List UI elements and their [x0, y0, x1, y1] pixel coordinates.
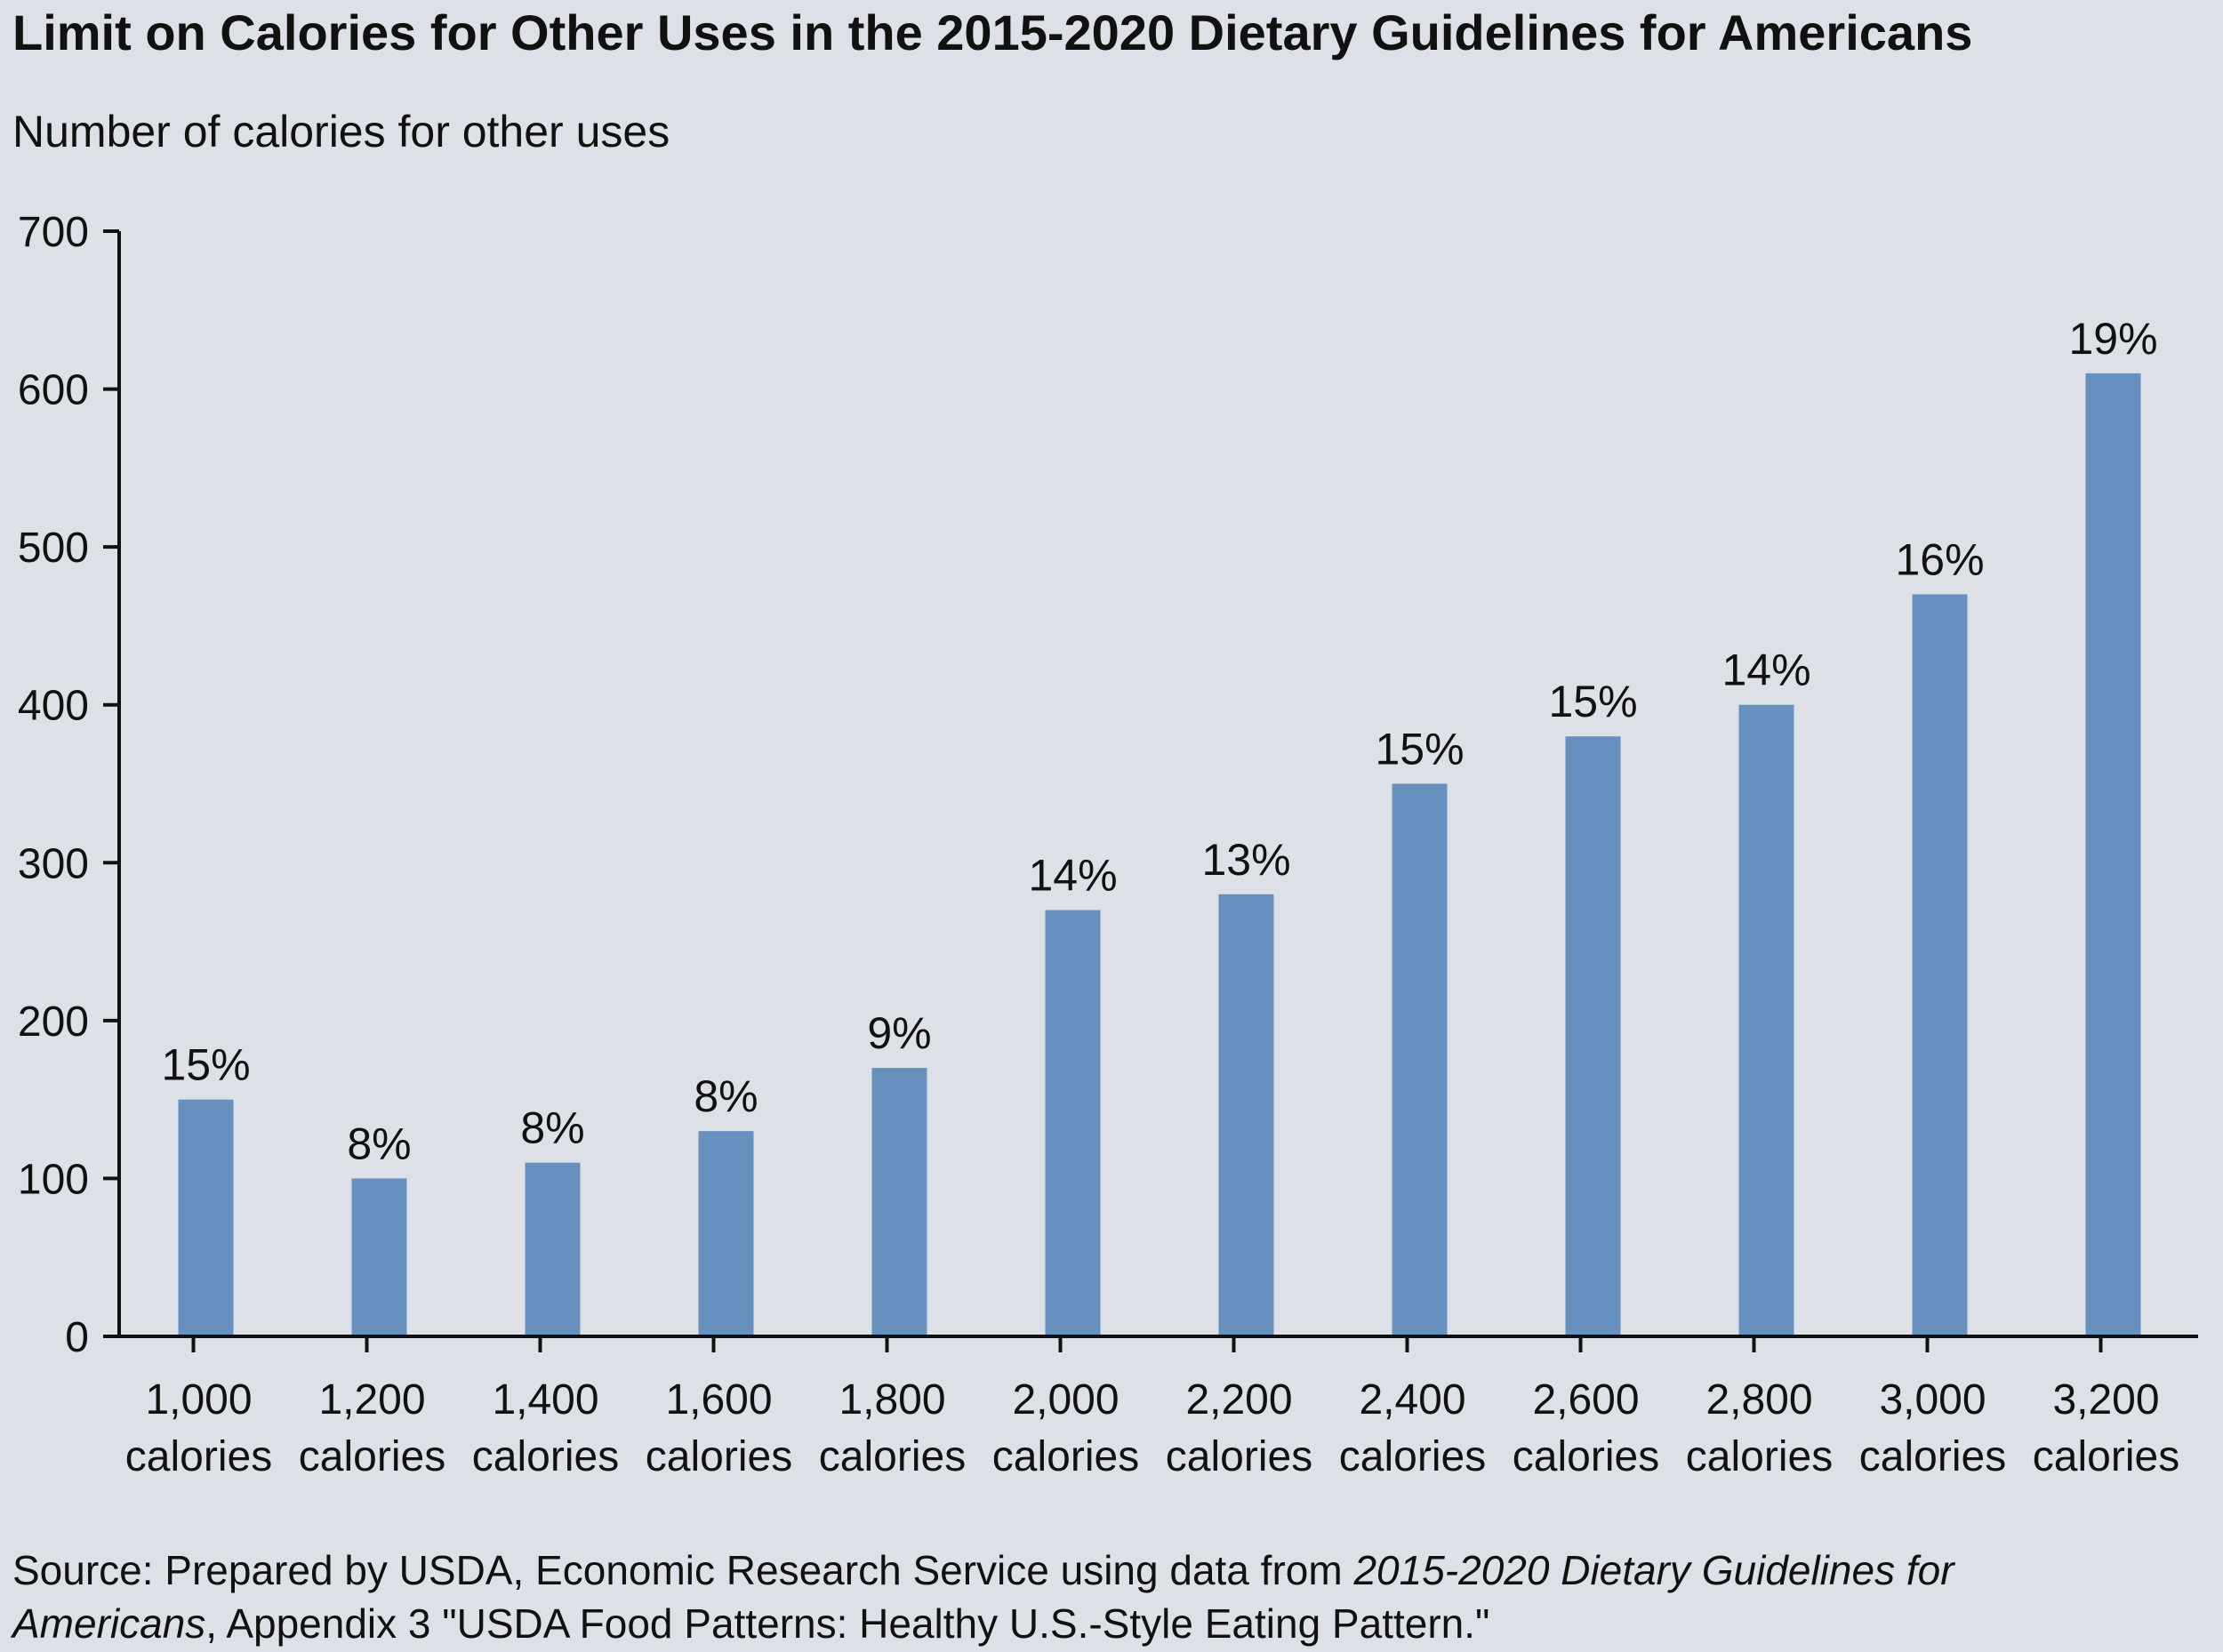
source-italic-title-1: 2015-2020 Dietary Guidelines for: [1353, 1547, 1954, 1593]
bar-data-label: 16%: [1895, 534, 1984, 584]
x-tick-label-value: 1,400: [492, 1376, 598, 1423]
x-tick-label: 2,000 calories: [992, 1376, 1139, 1480]
y-axis-ticks: 0 100 200 300 400 500 600 700: [18, 209, 119, 1361]
bars: [178, 373, 2141, 1336]
y-tick-label: 200: [18, 998, 89, 1046]
chart-title: Limit on Calories for Other Uses in the …: [12, 4, 1973, 60]
x-tick-label-unit: calories: [125, 1433, 272, 1480]
x-tick-label: 1,200 calories: [299, 1376, 445, 1480]
x-tick-label: 1,000 calories: [125, 1376, 272, 1480]
x-tick-label: 2,600 calories: [1513, 1376, 1659, 1480]
bar: [698, 1131, 754, 1336]
bar-data-label: 15%: [161, 1040, 250, 1090]
x-tick-label-unit: calories: [1513, 1433, 1659, 1480]
x-tick-label-unit: calories: [992, 1433, 1139, 1480]
x-tick-label-unit: calories: [1859, 1433, 2006, 1480]
x-tick-label: 2,400 calories: [1339, 1376, 1486, 1480]
x-tick-label-value: 1,200: [318, 1376, 425, 1423]
bar-data-label: 8%: [694, 1071, 758, 1121]
bar: [1912, 594, 1968, 1336]
bar: [1392, 783, 1448, 1336]
x-tick-label: 1,400 calories: [472, 1376, 619, 1480]
y-tick-label: 0: [65, 1314, 89, 1361]
x-tick-label-value: 3,000: [1879, 1376, 1986, 1423]
source-italic-title-2: Americans: [12, 1600, 206, 1647]
x-tick-label: 1,800 calories: [819, 1376, 966, 1480]
x-tick-label: 2,200 calories: [1166, 1376, 1312, 1480]
bar: [871, 1068, 927, 1336]
x-tick-label-value: 1,600: [665, 1376, 772, 1423]
bar-data-label: 8%: [347, 1119, 411, 1168]
x-tick-label-value: 2,000: [1012, 1376, 1119, 1423]
x-tick-label-unit: calories: [1166, 1433, 1312, 1480]
bar: [1045, 910, 1101, 1336]
source-note: Source: Prepared by USDA, Economic Resea…: [12, 1544, 2209, 1650]
bar-data-label: 15%: [1548, 677, 1637, 726]
bar: [351, 1178, 407, 1336]
x-tick-label-unit: calories: [2033, 1433, 2179, 1480]
y-tick-label: 500: [18, 525, 89, 572]
y-tick-label: 600: [18, 367, 89, 414]
x-tick-label-unit: calories: [472, 1433, 619, 1480]
x-tick-label-unit: calories: [1686, 1433, 1833, 1480]
y-axis-label: Number of calories for other uses: [12, 107, 670, 156]
x-tick-label-value: 3,200: [2052, 1376, 2159, 1423]
bar-data-label: 14%: [1028, 851, 1117, 901]
x-tick-label: 3,200 calories: [2033, 1376, 2179, 1480]
x-tick-label: 2,800 calories: [1686, 1376, 1833, 1480]
x-tick-label-value: 1,000: [145, 1376, 252, 1423]
x-tick-label-unit: calories: [299, 1433, 445, 1480]
x-tick-label-value: 1,800: [839, 1376, 945, 1423]
y-tick-label: 700: [18, 209, 89, 256]
x-tick-label: 1,600 calories: [646, 1376, 792, 1480]
x-tick-label-value: 2,800: [1705, 1376, 1812, 1423]
bar-data-label: 9%: [867, 1008, 931, 1058]
x-tick-label-unit: calories: [646, 1433, 792, 1480]
bar: [1738, 704, 1794, 1336]
x-tick-label-value: 2,200: [1185, 1376, 1292, 1423]
bar: [2085, 373, 2141, 1336]
x-tick-label: 3,000 calories: [1859, 1376, 2006, 1480]
bar-data-label: 15%: [1375, 725, 1464, 774]
x-tick-label-unit: calories: [1339, 1433, 1486, 1480]
bar-data-label: 19%: [2068, 314, 2157, 364]
bar-data-labels: 15% 8% 8% 8% 9% 14% 13% 15% 15% 14% 16% 19%: [161, 314, 2157, 1169]
bar-data-label: 13%: [1201, 835, 1290, 885]
bar: [525, 1162, 581, 1336]
x-tick-label-value: 2,400: [1359, 1376, 1465, 1423]
bar: [178, 1099, 234, 1336]
source-suffix: , Appendix 3 "USDA Food Patterns: Health…: [205, 1600, 1490, 1647]
x-axis-ticks: [191, 1336, 2103, 1352]
bar-data-label: 14%: [1721, 646, 1810, 695]
bar: [1565, 736, 1621, 1336]
y-tick-label: 400: [18, 683, 89, 730]
y-tick-label: 300: [18, 840, 89, 887]
bar: [1218, 894, 1274, 1336]
y-tick-label: 100: [18, 1156, 89, 1203]
x-tick-label-unit: calories: [819, 1433, 966, 1480]
x-tick-label-value: 2,600: [1532, 1376, 1639, 1423]
bar-data-label: 8%: [520, 1103, 584, 1153]
source-prefix: Source: Prepared by USDA, Economic Resea…: [12, 1547, 1354, 1593]
